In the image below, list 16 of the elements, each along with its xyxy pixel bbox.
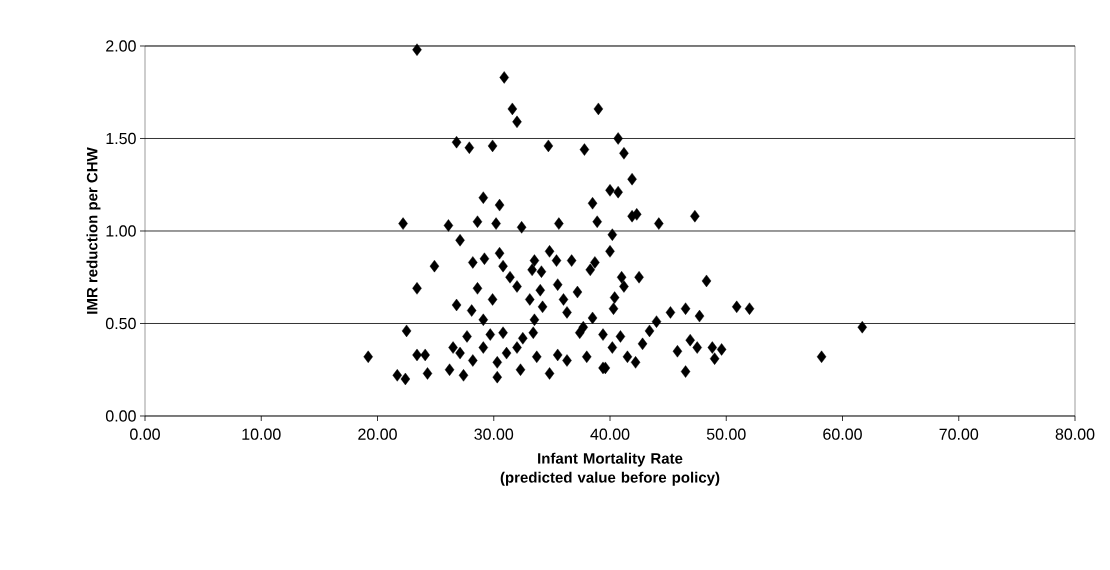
- y-tick-label: 1.00: [106, 225, 136, 237]
- y-tick-label: 2.00: [106, 40, 136, 52]
- x-tick-label: 0.00: [130, 428, 160, 440]
- x-axis-title: Infant Mortality Rate (predicted value before policy): [500, 452, 720, 486]
- y-tick-label: 0.00: [105, 410, 136, 422]
- y-tick-label: 0.50: [105, 317, 136, 330]
- x-tick-label: 10.00: [242, 428, 281, 440]
- x-tick-label: 70.00: [939, 428, 979, 440]
- x-tick-label: 80.00: [1055, 428, 1095, 440]
- x-tick-label: 20.00: [358, 428, 397, 440]
- y-tick-label: 1.50: [106, 132, 136, 145]
- x-tick-label: 30.00: [474, 428, 514, 440]
- x-tick-label: 60.00: [823, 428, 862, 440]
- y-axis-title: IMR reduction per CHW: [86, 147, 101, 314]
- x-tick-label: 40.00: [590, 428, 630, 440]
- x-tick-label: 50.00: [706, 428, 746, 440]
